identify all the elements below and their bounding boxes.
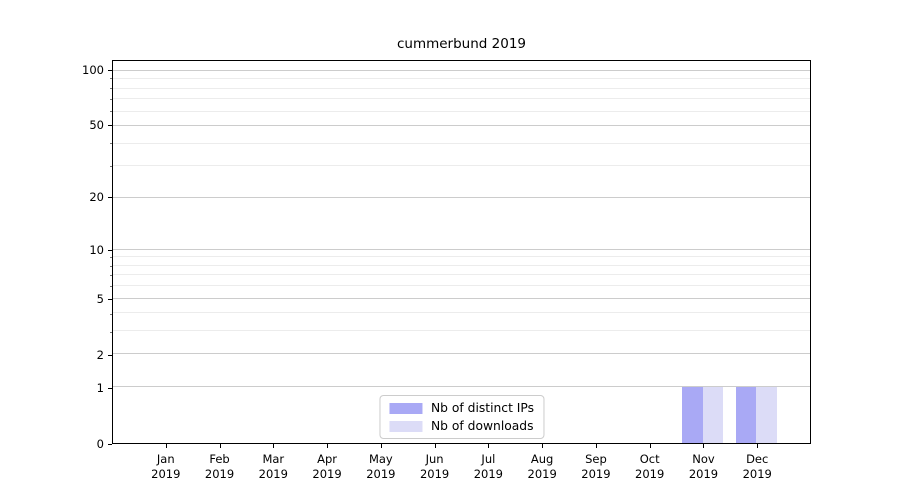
y-minor-tick-80 [110, 87, 112, 89]
x-tick-label-jul-2019: Jul 2019 [473, 452, 504, 481]
x-tick-apr [327, 444, 329, 448]
y-tick-label-20: 20 [89, 190, 104, 205]
gridline-major-1 [113, 386, 810, 388]
x-tick-may [380, 444, 382, 448]
x-tick-mar [273, 444, 275, 448]
y-minor-tick-9 [110, 257, 112, 259]
x-tick-nov [703, 444, 705, 448]
y-tick-label-5: 5 [96, 291, 104, 306]
y-tick-20 [108, 197, 112, 199]
y-minor-tick-60 [110, 110, 112, 112]
x-tick-label-oct-2019: Oct 2019 [635, 452, 665, 481]
gridline-major-50 [113, 125, 810, 127]
bar-nb-of-distinct-ips-dec-2019 [735, 387, 757, 443]
bars-layer [113, 61, 810, 443]
x-tick-label-dec-2019: Dec 2019 [742, 452, 772, 481]
y-minor-tick-70 [110, 98, 112, 100]
x-tick-label-feb-2019: Feb 2019 [204, 452, 235, 481]
gridline-major-100 [113, 69, 810, 71]
x-tick-jan [165, 444, 167, 448]
y-tick-label-2: 2 [96, 347, 104, 362]
gridline-minor-9 [113, 256, 810, 258]
y-tick-0 [108, 444, 112, 445]
gridlines-layer [113, 61, 810, 443]
y-tick-label-100: 100 [82, 63, 104, 78]
x-tick-feb [219, 444, 221, 448]
gridline-minor-40 [113, 142, 810, 144]
y-tick-10 [108, 249, 112, 251]
x-tick-label-mar-2019: Mar 2019 [258, 452, 288, 481]
x-tick-label-nov-2019: Nov 2019 [688, 452, 719, 481]
y-minor-tick-90 [110, 78, 112, 80]
gridline-minor-4 [113, 312, 810, 314]
x-tick-sep [595, 444, 597, 448]
y-tick-1 [108, 387, 112, 389]
y-tick-label-50: 50 [89, 118, 104, 133]
y-minor-tick-8 [110, 265, 112, 267]
legend: Nb of distinct IPs Nb of downloads [378, 395, 545, 439]
y-minor-tick-4 [110, 313, 112, 315]
gridline-major-10 [113, 248, 810, 250]
y-tick-label-0: 0 [96, 437, 104, 451]
gridline-major-5 [113, 297, 810, 299]
chart-title: cummerbund 2019 [396, 36, 527, 52]
y-tick-label-1: 1 [96, 380, 104, 395]
x-tick-label-jan-2019: Jan 2019 [151, 452, 181, 481]
gridline-minor-7 [113, 274, 810, 276]
gridline-minor-3 [113, 330, 810, 332]
legend-item-nb-of-distinct-ips: Nb of distinct IPs [388, 401, 535, 415]
x-tick-oct [649, 444, 651, 448]
x-tick-label-jun-2019: Jun 2019 [419, 452, 450, 481]
x-tick-label-aug-2019: Aug 2019 [527, 452, 557, 481]
x-tick-label-apr-2019: Apr 2019 [312, 452, 342, 481]
y-tick-100 [108, 70, 112, 72]
bar-nb-of-downloads-nov-2019 [702, 387, 724, 443]
legend-label-nb-of-distinct-ips: Nb of distinct IPs [430, 401, 535, 415]
gridline-minor-90 [113, 78, 810, 80]
gridline-minor-70 [113, 98, 810, 100]
legend-item-nb-of-downloads: Nb of downloads [388, 419, 534, 433]
y-axis: 0 1 2 5 10 20 50 100 [60, 60, 104, 451]
x-axis: Jan 2019 Feb 2019 Mar 2019 Apr 2019 May 2019 Jun 20… [112, 444, 811, 494]
gridline-minor-60 [113, 110, 810, 112]
bar-nb-of-distinct-ips-nov-2019 [682, 387, 703, 443]
gridline-major-2 [113, 353, 810, 355]
y-minor-tick-6 [110, 286, 112, 288]
gridline-minor-8 [113, 264, 810, 266]
x-tick-label-sep-2019: Sep 2019 [581, 452, 611, 481]
x-tick-aug [542, 444, 544, 448]
gridline-minor-80 [113, 87, 810, 89]
gridline-minor-30 [113, 165, 810, 167]
y-minor-tick-3 [110, 331, 112, 333]
y-minor-tick-40 [110, 143, 112, 145]
y-axis-ticks [107, 60, 112, 445]
legend-label-nb-of-downloads: Nb of downloads [430, 419, 534, 433]
y-minor-tick-30 [110, 165, 112, 167]
gridline-minor-6 [113, 285, 810, 287]
legend-swatch-nb-of-distinct-ips [388, 402, 422, 414]
x-tick-dec [757, 444, 759, 448]
x-tick-jun [434, 444, 436, 448]
y-tick-5 [108, 298, 112, 300]
y-tick-label-10: 10 [89, 242, 104, 257]
y-minor-tick-7 [110, 275, 112, 277]
legend-swatch-nb-of-downloads [388, 420, 422, 432]
x-tick-jul [488, 444, 490, 448]
y-tick-50 [108, 125, 112, 127]
y-tick-2 [108, 354, 112, 356]
x-tick-label-may-2019: May 2019 [366, 452, 396, 481]
gridline-major-20 [113, 196, 810, 198]
plot-area: Nb of distinct IPs Nb of downloads [112, 60, 811, 444]
bar-nb-of-downloads-dec-2019 [756, 387, 777, 443]
